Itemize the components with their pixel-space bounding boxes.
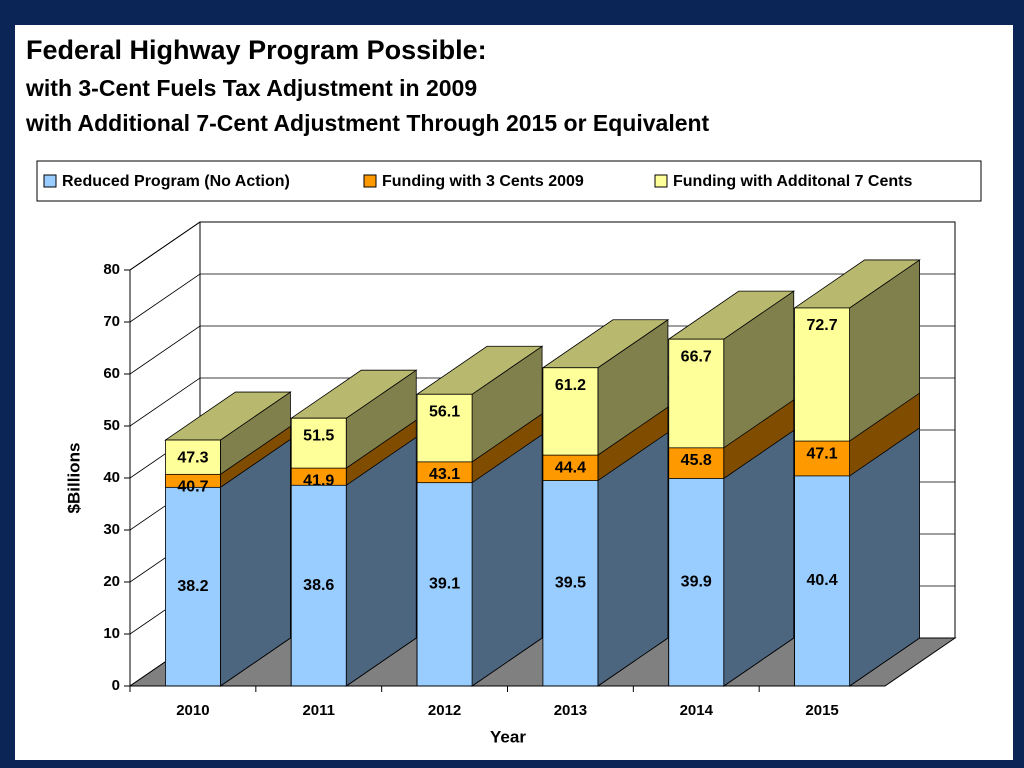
y-tick-label: 80	[103, 261, 120, 278]
y-tick-label: 30	[103, 521, 120, 538]
legend-label: Funding with 3 Cents 2009	[382, 173, 584, 190]
legend-swatch	[363, 174, 377, 188]
chart-title: Federal Highway Program Possible:	[26, 35, 487, 65]
data-label: 39.9	[681, 573, 712, 590]
y-tick-label: 70	[103, 313, 120, 330]
x-axis-label: Year	[490, 727, 526, 746]
x-tick-label: 2011	[302, 702, 335, 719]
data-label: 47.1	[807, 445, 838, 462]
data-label: 40.4	[807, 572, 838, 589]
data-label: 45.8	[681, 452, 712, 469]
data-label: 56.1	[429, 403, 460, 420]
x-tick-label: 2015	[805, 702, 838, 719]
bar	[668, 478, 725, 687]
data-label: 38.2	[177, 578, 208, 595]
data-label: 39.5	[555, 575, 586, 592]
data-label: 41.9	[303, 472, 334, 489]
data-label: 40.7	[177, 479, 208, 496]
data-label: 61.2	[555, 377, 586, 394]
y-tick-label: 20	[103, 573, 120, 590]
data-label: 47.3	[177, 449, 208, 466]
y-tick-label: 10	[103, 625, 120, 642]
data-label: 43.1	[429, 466, 460, 483]
bar	[165, 486, 221, 687]
x-tick-label: 2010	[176, 702, 209, 719]
subtitle: with Additional 7-Cent Adjustment Throug…	[25, 110, 710, 136]
data-label: 66.7	[681, 348, 712, 365]
x-tick-label: 2014	[680, 702, 714, 719]
legend-swatch	[654, 174, 668, 188]
y-tick-label: 50	[103, 417, 120, 434]
bar	[542, 480, 599, 687]
legend-label: Funding with Additonal 7 Cents	[673, 173, 912, 190]
data-label: 51.5	[303, 427, 334, 444]
x-tick-label: 2012	[428, 702, 461, 719]
grid-line	[129, 273, 955, 323]
y-axis-label: $Billions	[64, 443, 83, 514]
grid-line	[129, 221, 955, 271]
y-tick-label: 60	[103, 365, 120, 382]
data-label: 39.1	[429, 576, 460, 593]
legend-label: Reduced Program (No Action)	[62, 173, 290, 190]
data-label: 44.4	[555, 459, 586, 476]
y-tick-label: 40	[103, 469, 120, 486]
legend-swatch	[43, 174, 57, 188]
x-tick-label: 2013	[554, 702, 587, 719]
data-label: 38.6	[303, 577, 334, 594]
legend	[36, 160, 982, 202]
subtitle: with 3-Cent Fuels Tax Adjustment in 2009	[25, 75, 477, 101]
bar	[416, 482, 473, 687]
bar	[290, 484, 347, 687]
y-tick-label: 0	[112, 677, 120, 694]
data-label: 72.7	[807, 317, 838, 334]
